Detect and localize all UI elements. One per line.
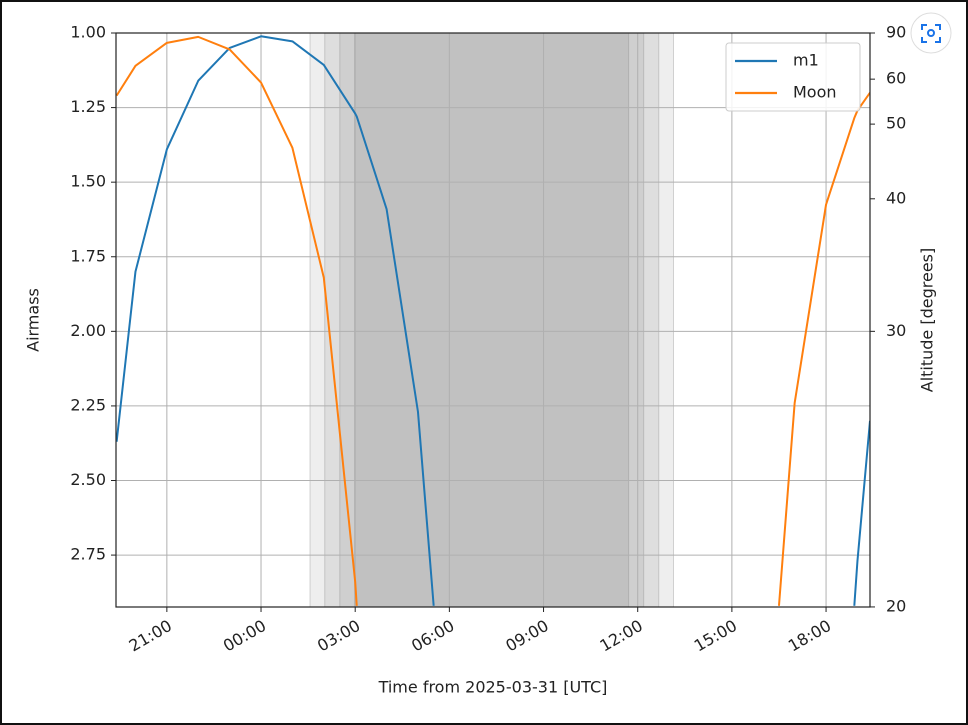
shading-layer	[309, 33, 674, 607]
lines-layer	[116, 35, 870, 606]
y2-tick-label: 60	[886, 69, 906, 88]
y-tick-label: 1.50	[70, 172, 106, 191]
y2-tick-label: 90	[886, 23, 906, 42]
legend: m1 Moon	[725, 42, 861, 112]
series-line	[116, 35, 870, 606]
y2-tick-label: 50	[886, 114, 906, 133]
legend-label: Moon	[793, 83, 837, 102]
y-tick-label: 2.75	[70, 545, 106, 564]
twilight-span	[339, 33, 645, 607]
y-tick-label: 2.00	[70, 321, 106, 340]
y-tick-label: 1.25	[70, 97, 106, 116]
focus-icon[interactable]	[910, 12, 952, 54]
y-tick-label: 1.75	[70, 246, 106, 265]
y2-axis-label: Altitude [degrees]	[918, 248, 937, 393]
y-tick-label: 2.50	[70, 470, 106, 489]
twilight-span	[309, 33, 674, 607]
y-tick-label: 2.25	[70, 395, 106, 414]
twilight-span	[324, 33, 660, 607]
twilight-span	[354, 33, 630, 607]
legend-label: m1	[793, 51, 819, 70]
x-axis-label: Time from 2025-03-31 [UTC]	[378, 678, 608, 697]
y2-tick-label: 30	[886, 321, 906, 340]
y-tick-label: 1.00	[70, 23, 106, 42]
grid-layer	[116, 32, 870, 607]
y-axis-label: Airmass	[24, 288, 43, 352]
y2-tick-label: 40	[886, 188, 906, 207]
plot-frame	[115, 32, 871, 608]
y2-tick-label: 20	[886, 596, 906, 615]
